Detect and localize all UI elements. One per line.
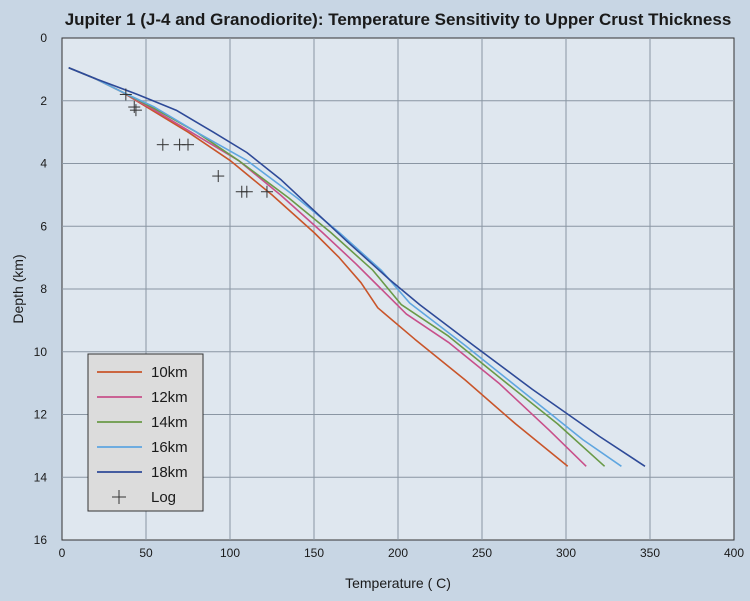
y-tick-label: 2	[40, 94, 47, 108]
y-tick-label: 14	[34, 470, 48, 484]
y-tick-label: 0	[40, 31, 47, 45]
y-tick-label: 4	[40, 157, 47, 171]
y-tick-label: 10	[34, 345, 48, 359]
y-tick-label: 16	[34, 533, 48, 547]
x-tick-label: 150	[304, 546, 324, 560]
legend-item-12km: 12km	[97, 389, 188, 406]
legend-label: 10km	[151, 364, 188, 381]
series-line-18km	[68, 67, 646, 467]
y-tick-label: 8	[40, 282, 47, 296]
x-tick-label: 50	[139, 546, 153, 560]
log-marker	[119, 88, 132, 101]
y-tick-label: 6	[40, 219, 47, 233]
legend: 10km 12km 14km 16km 18km Log	[87, 353, 204, 512]
legend-label: 12km	[151, 389, 188, 406]
x-tick-label: 250	[472, 546, 492, 560]
legend-label: 16km	[151, 439, 188, 456]
x-tick-label: 400	[724, 546, 744, 560]
x-axis-label: Temperature ( C)	[345, 575, 451, 591]
legend-label: Log	[151, 489, 176, 506]
legend-item-10km: 10km	[97, 364, 188, 381]
log-marker	[182, 138, 194, 151]
chart-title: Jupiter 1 (J-4 and Granodiorite): Temper…	[65, 10, 732, 29]
legend-label: 18km	[151, 464, 188, 481]
log-marker	[128, 101, 141, 114]
log-marker	[240, 185, 253, 198]
legend-item-16km: 16km	[97, 439, 188, 456]
log-marker	[212, 170, 225, 183]
x-tick-label: 100	[220, 546, 240, 560]
legend-item-14km: 14km	[97, 414, 188, 431]
legend-item-Log: Log	[112, 489, 176, 506]
legend-item-18km: 18km	[97, 464, 188, 481]
legend-label: 14km	[151, 414, 188, 431]
y-tick-label: 12	[34, 408, 48, 422]
y-axis-label: Depth (km)	[10, 254, 26, 323]
log-marker	[260, 185, 273, 198]
x-axis-ticks: 0 50 100 150 200 250 300 350 400	[59, 546, 745, 560]
x-tick-label: 300	[556, 546, 576, 560]
log-markers	[119, 88, 273, 198]
legend-box	[87, 353, 204, 512]
x-tick-label: 200	[388, 546, 408, 560]
x-tick-label: 0	[59, 546, 66, 560]
log-marker	[129, 104, 142, 117]
x-tick-label: 350	[640, 546, 660, 560]
y-axis-ticks: 0 2 4 6 8 10 12 14 16	[34, 31, 48, 547]
log-marker	[156, 138, 169, 151]
